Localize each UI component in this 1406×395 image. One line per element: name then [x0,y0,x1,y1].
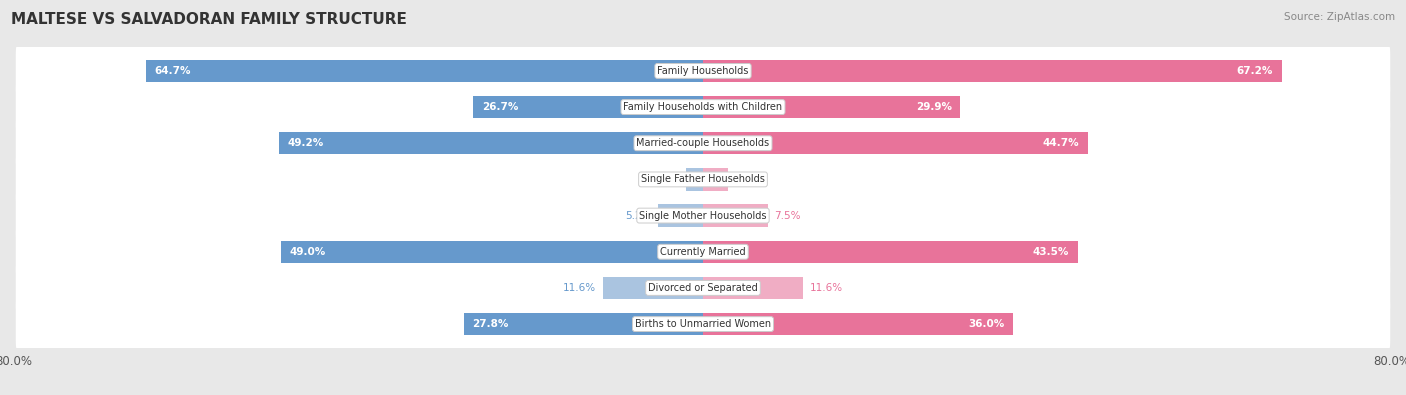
Bar [703,60,1282,82]
Bar [281,241,703,263]
Bar [146,60,703,82]
Bar [703,204,768,227]
FancyBboxPatch shape [15,115,1391,171]
Text: 49.2%: 49.2% [288,138,325,148]
FancyBboxPatch shape [15,79,1391,135]
Text: 7.5%: 7.5% [775,211,801,220]
Bar [703,132,1088,154]
Text: Currently Married: Currently Married [661,247,745,257]
Text: 67.2%: 67.2% [1237,66,1272,76]
Text: Married-couple Households: Married-couple Households [637,138,769,148]
Text: MALTESE VS SALVADORAN FAMILY STRUCTURE: MALTESE VS SALVADORAN FAMILY STRUCTURE [11,12,408,27]
Bar [703,168,728,191]
Text: 11.6%: 11.6% [562,283,596,293]
Bar [703,277,803,299]
Text: Source: ZipAtlas.com: Source: ZipAtlas.com [1284,12,1395,22]
Bar [464,313,703,335]
Text: 43.5%: 43.5% [1032,247,1069,257]
Bar [703,96,960,118]
Bar [703,241,1077,263]
FancyBboxPatch shape [15,224,1391,280]
Text: Births to Unmarried Women: Births to Unmarried Women [636,319,770,329]
FancyBboxPatch shape [15,260,1391,316]
FancyBboxPatch shape [15,296,1391,352]
Text: 29.9%: 29.9% [915,102,952,112]
Bar [472,96,703,118]
Bar [280,132,703,154]
Text: 2.9%: 2.9% [735,175,762,184]
Text: 5.2%: 5.2% [624,211,651,220]
Text: 36.0%: 36.0% [969,319,1004,329]
Bar [703,313,1012,335]
Text: 26.7%: 26.7% [482,102,517,112]
FancyBboxPatch shape [15,43,1391,99]
Bar [658,204,703,227]
Text: 64.7%: 64.7% [155,66,191,76]
Text: 2.0%: 2.0% [652,175,679,184]
Text: 27.8%: 27.8% [472,319,509,329]
Text: Single Father Households: Single Father Households [641,175,765,184]
FancyBboxPatch shape [15,151,1391,208]
FancyBboxPatch shape [15,187,1391,244]
Text: 44.7%: 44.7% [1043,138,1080,148]
Text: 49.0%: 49.0% [290,247,326,257]
Text: Family Households with Children: Family Households with Children [623,102,783,112]
Text: Divorced or Separated: Divorced or Separated [648,283,758,293]
Bar [603,277,703,299]
Bar [686,168,703,191]
Text: Single Mother Households: Single Mother Households [640,211,766,220]
Text: Family Households: Family Households [658,66,748,76]
Text: 11.6%: 11.6% [810,283,844,293]
